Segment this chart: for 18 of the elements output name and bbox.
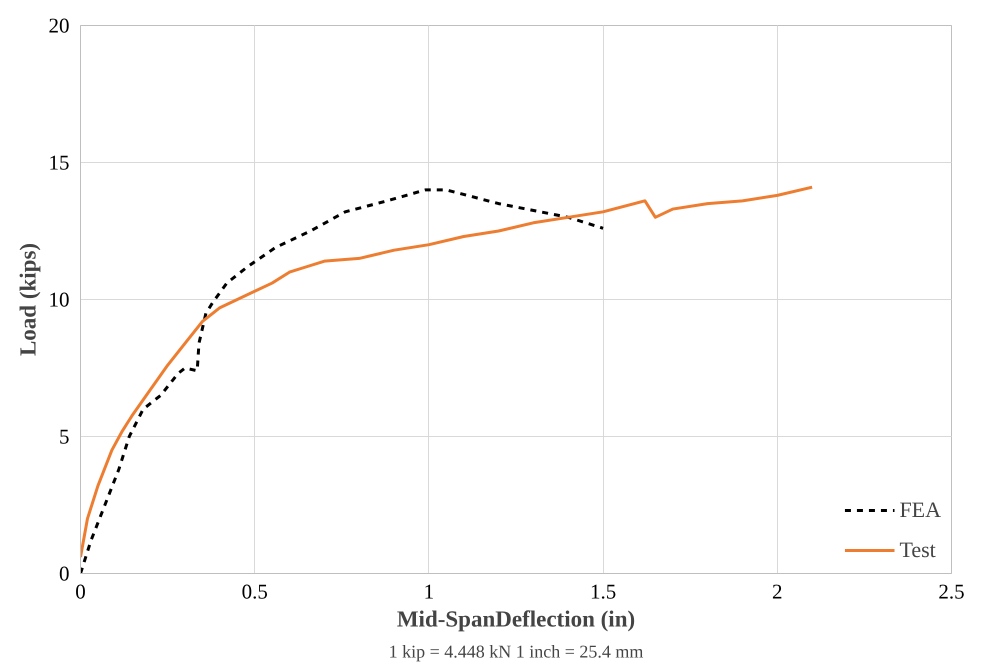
y-tick-label: 5	[59, 424, 70, 448]
x-tick-label: 2	[772, 580, 783, 604]
y-tick-label: 20	[48, 14, 70, 38]
x-axis-title: Mid-SpanDeflection (in)	[396, 606, 636, 632]
x-tick-label: 0	[75, 580, 86, 604]
y-axis-title: Load (kips)	[16, 242, 40, 356]
line-series	[80, 188, 605, 574]
x-tick-label: 2.5	[938, 580, 965, 604]
x-tick-label: 1	[424, 580, 434, 604]
legend-label: FEA	[899, 497, 941, 523]
y-tick-label: 0	[59, 562, 70, 586]
legend-label: Test	[899, 537, 936, 563]
x-tick-label: 1.5	[590, 580, 616, 604]
y-tick-label: 10	[48, 288, 70, 312]
line-series	[80, 186, 814, 559]
y-tick-label: 15	[48, 150, 70, 174]
text: 1 kip = 4.448 kN 1 inch = 25.4 mm	[388, 642, 644, 662]
x-tick-label: 0.5	[242, 580, 268, 604]
